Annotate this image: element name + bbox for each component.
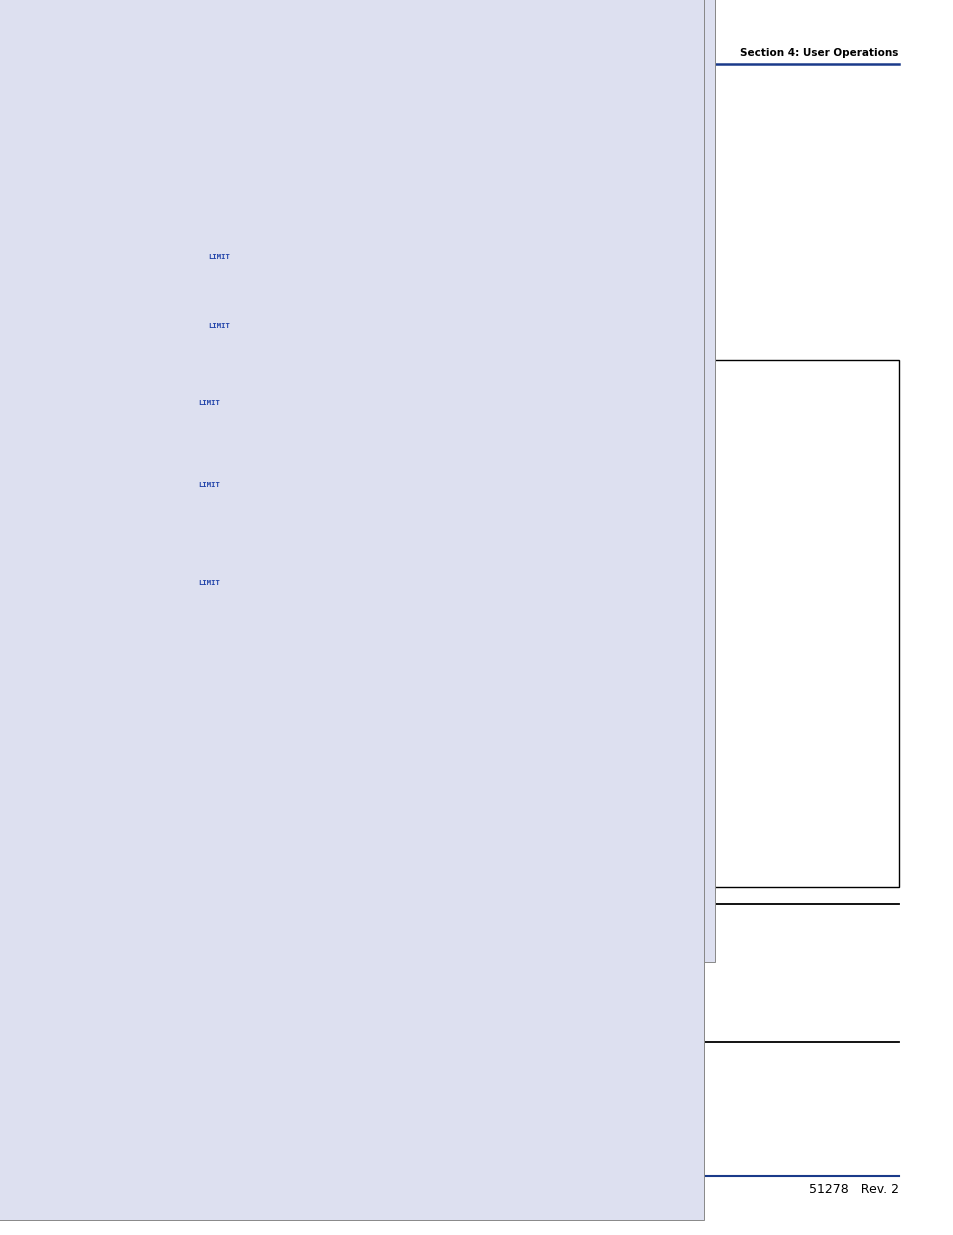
Text: Example:: Example: [126, 373, 202, 388]
Text: 4.  Press: 4. Press [141, 326, 204, 340]
Text: 3. The beep settings are configured in he SEtUP menu.: 3. The beep settings are configured in h… [116, 1026, 480, 1040]
Text: SCALES: SCALES [149, 90, 172, 95]
Text: Section 4: User Operations: Section 4: User Operations [740, 48, 898, 58]
Text: column displays: column displays [169, 422, 285, 436]
Bar [139, 25, 181, 30]
Text: will sound an audile alarm.): will sound an audile alarm.) [159, 648, 352, 662]
Text: 2. If the weight exceeds the upper limit of Weight Upper Limit, or lower than th: 2. If the weight exceeds the upper limit… [116, 983, 650, 995]
Text: LoAd Lo: LoAd Lo [135, 504, 272, 532]
Text: 2.  Input 10 to set Weight Upper Limit as 10.: 2. Input 10 to set Weight Upper Limit as… [131, 454, 438, 469]
Text: with the numeric keys.  (If the unit is kg, this unit is in grams. If the unit i: with the numeric keys. (If the unit is k… [167, 207, 680, 221]
Text: 04/13: 04/13 [116, 1183, 152, 1197]
FancyBboxPatch shape [0, 0, 714, 893]
Text: LIMIT: LIMIT [198, 483, 219, 488]
Bar [139, 54, 181, 59]
Text: key to save your settings and return to weighing mode.: key to save your settings and return to … [242, 326, 632, 340]
Text: . Set up the Weight Lower Limit: . Set up the Weight Lower Limit [396, 188, 615, 203]
Text: sound an audible alarm.): sound an audible alarm.) [159, 714, 333, 727]
Ellipse shape [155, 20, 165, 74]
Text: 1. If the piece count exceeds the upper limit of PCS Upper Limit, or lower than : 1. If the piece count exceeds the upper … [116, 939, 661, 952]
Text: (Lower Limit indicator begins flashing.  If the Low Beep sound is enabled, it: (Lower Limit indicator begins flashing. … [159, 630, 681, 643]
Bar [139, 47, 181, 52]
FancyBboxPatch shape [0, 0, 703, 1121]
FancyBboxPatch shape [0, 0, 703, 1040]
Text: is configured, the scale will enter the Weight alarm: is configured, the scale will enter the … [278, 138, 637, 152]
Text: Note:: Note: [116, 914, 159, 927]
Text: 2.  The PCS column displays: 2. The PCS column displays [141, 188, 340, 203]
Text: LoAd Hi: LoAd Hi [317, 183, 395, 201]
Text: FAIRBANKS: FAIRBANKS [136, 79, 184, 88]
Text: setting.: setting. [167, 157, 219, 172]
Text: 51278   Rev. 2: 51278 Rev. 2 [808, 1183, 898, 1197]
Text: 7.  Put 11 pounds on scale weighing pan.  Upper Limit alarm is indicated. (Upper: 7. Put 11 pounds on scale weighing pan. … [131, 676, 691, 689]
Text: 6.  Put 1 pound on scale weighing pan.  The Lower Limit alarm is indicated.: 6. Put 1 pound on scale weighing pan. Th… [131, 610, 652, 624]
Text: 4.  Input 1 to set Weight Upper Limit as 2.: 4. Input 1 to set Weight Upper Limit as … [131, 557, 421, 571]
Text: key to enter Weight Lower Limit setting.  The PCS column displays: key to enter Weight Lower Limit setting.… [232, 485, 697, 500]
Text: PCS Lower Limit and it is not zero, the scale will continue to beep for a warnin: PCS Lower Limit and it is not zero, the … [142, 958, 672, 971]
Text: B.  Weight alarm: B. Weight alarm [116, 104, 259, 119]
Text: LIMIT: LIMIT [209, 322, 230, 329]
Text: . Set up the: . Set up the [545, 257, 626, 270]
Text: Weight Lower Limit with the numeric keys. (If the unit is kg, this unit is in: Weight Lower Limit with the numeric keys… [167, 277, 674, 290]
Text: key three times to enter Weight Upper Limit setting.  The PCS: key three times to enter Weight Upper Li… [232, 404, 664, 417]
Text: 29: 29 [499, 1183, 515, 1197]
Text: 1.  After the: 1. After the [141, 138, 228, 152]
Text: Piece alarm: Piece alarm [211, 138, 302, 152]
Bar [139, 32, 181, 37]
Text: to complete Weight alarm setting.: to complete Weight alarm setting. [232, 583, 474, 598]
Text: LIMIT: LIMIT [209, 253, 230, 259]
Text: lb, this unit is in lb): lb, this unit is in lb) [167, 226, 299, 241]
Ellipse shape [159, 20, 169, 74]
Text: LoAd Hi: LoAd Hi [281, 417, 358, 435]
Text: Limit indicator begins flashing.  If the High Beep sound is enabled, it will: Limit indicator begins flashing. If the … [159, 694, 661, 709]
Text: 1.  Press: 1. Press [131, 404, 193, 417]
FancyBboxPatch shape [0, 0, 714, 962]
Text: 5.  Press: 5. Press [131, 583, 193, 598]
Bar [139, 40, 181, 44]
Text: 3.  Press: 3. Press [131, 485, 193, 500]
Text: LIMIT: LIMIT [198, 400, 219, 406]
Ellipse shape [152, 20, 161, 74]
Text: Weight Lower Limit and it is not zero, the scale will continue to beep for a war: Weight Lower Limit and it is not zero, t… [142, 1002, 693, 1015]
Text: key again, the PCS column displays: key again, the PCS column displays [242, 257, 497, 270]
FancyBboxPatch shape [116, 361, 898, 887]
FancyBboxPatch shape [0, 0, 703, 1219]
Text: grams. If the unit is lb, this unit is in lb): grams. If the unit is lb, this unit is i… [167, 295, 439, 309]
Text: LIMIT: LIMIT [198, 580, 219, 587]
Text: 3.  Press: 3. Press [141, 257, 204, 270]
Circle shape [139, 20, 181, 74]
Text: LoAd Lo: LoAd Lo [469, 252, 549, 269]
